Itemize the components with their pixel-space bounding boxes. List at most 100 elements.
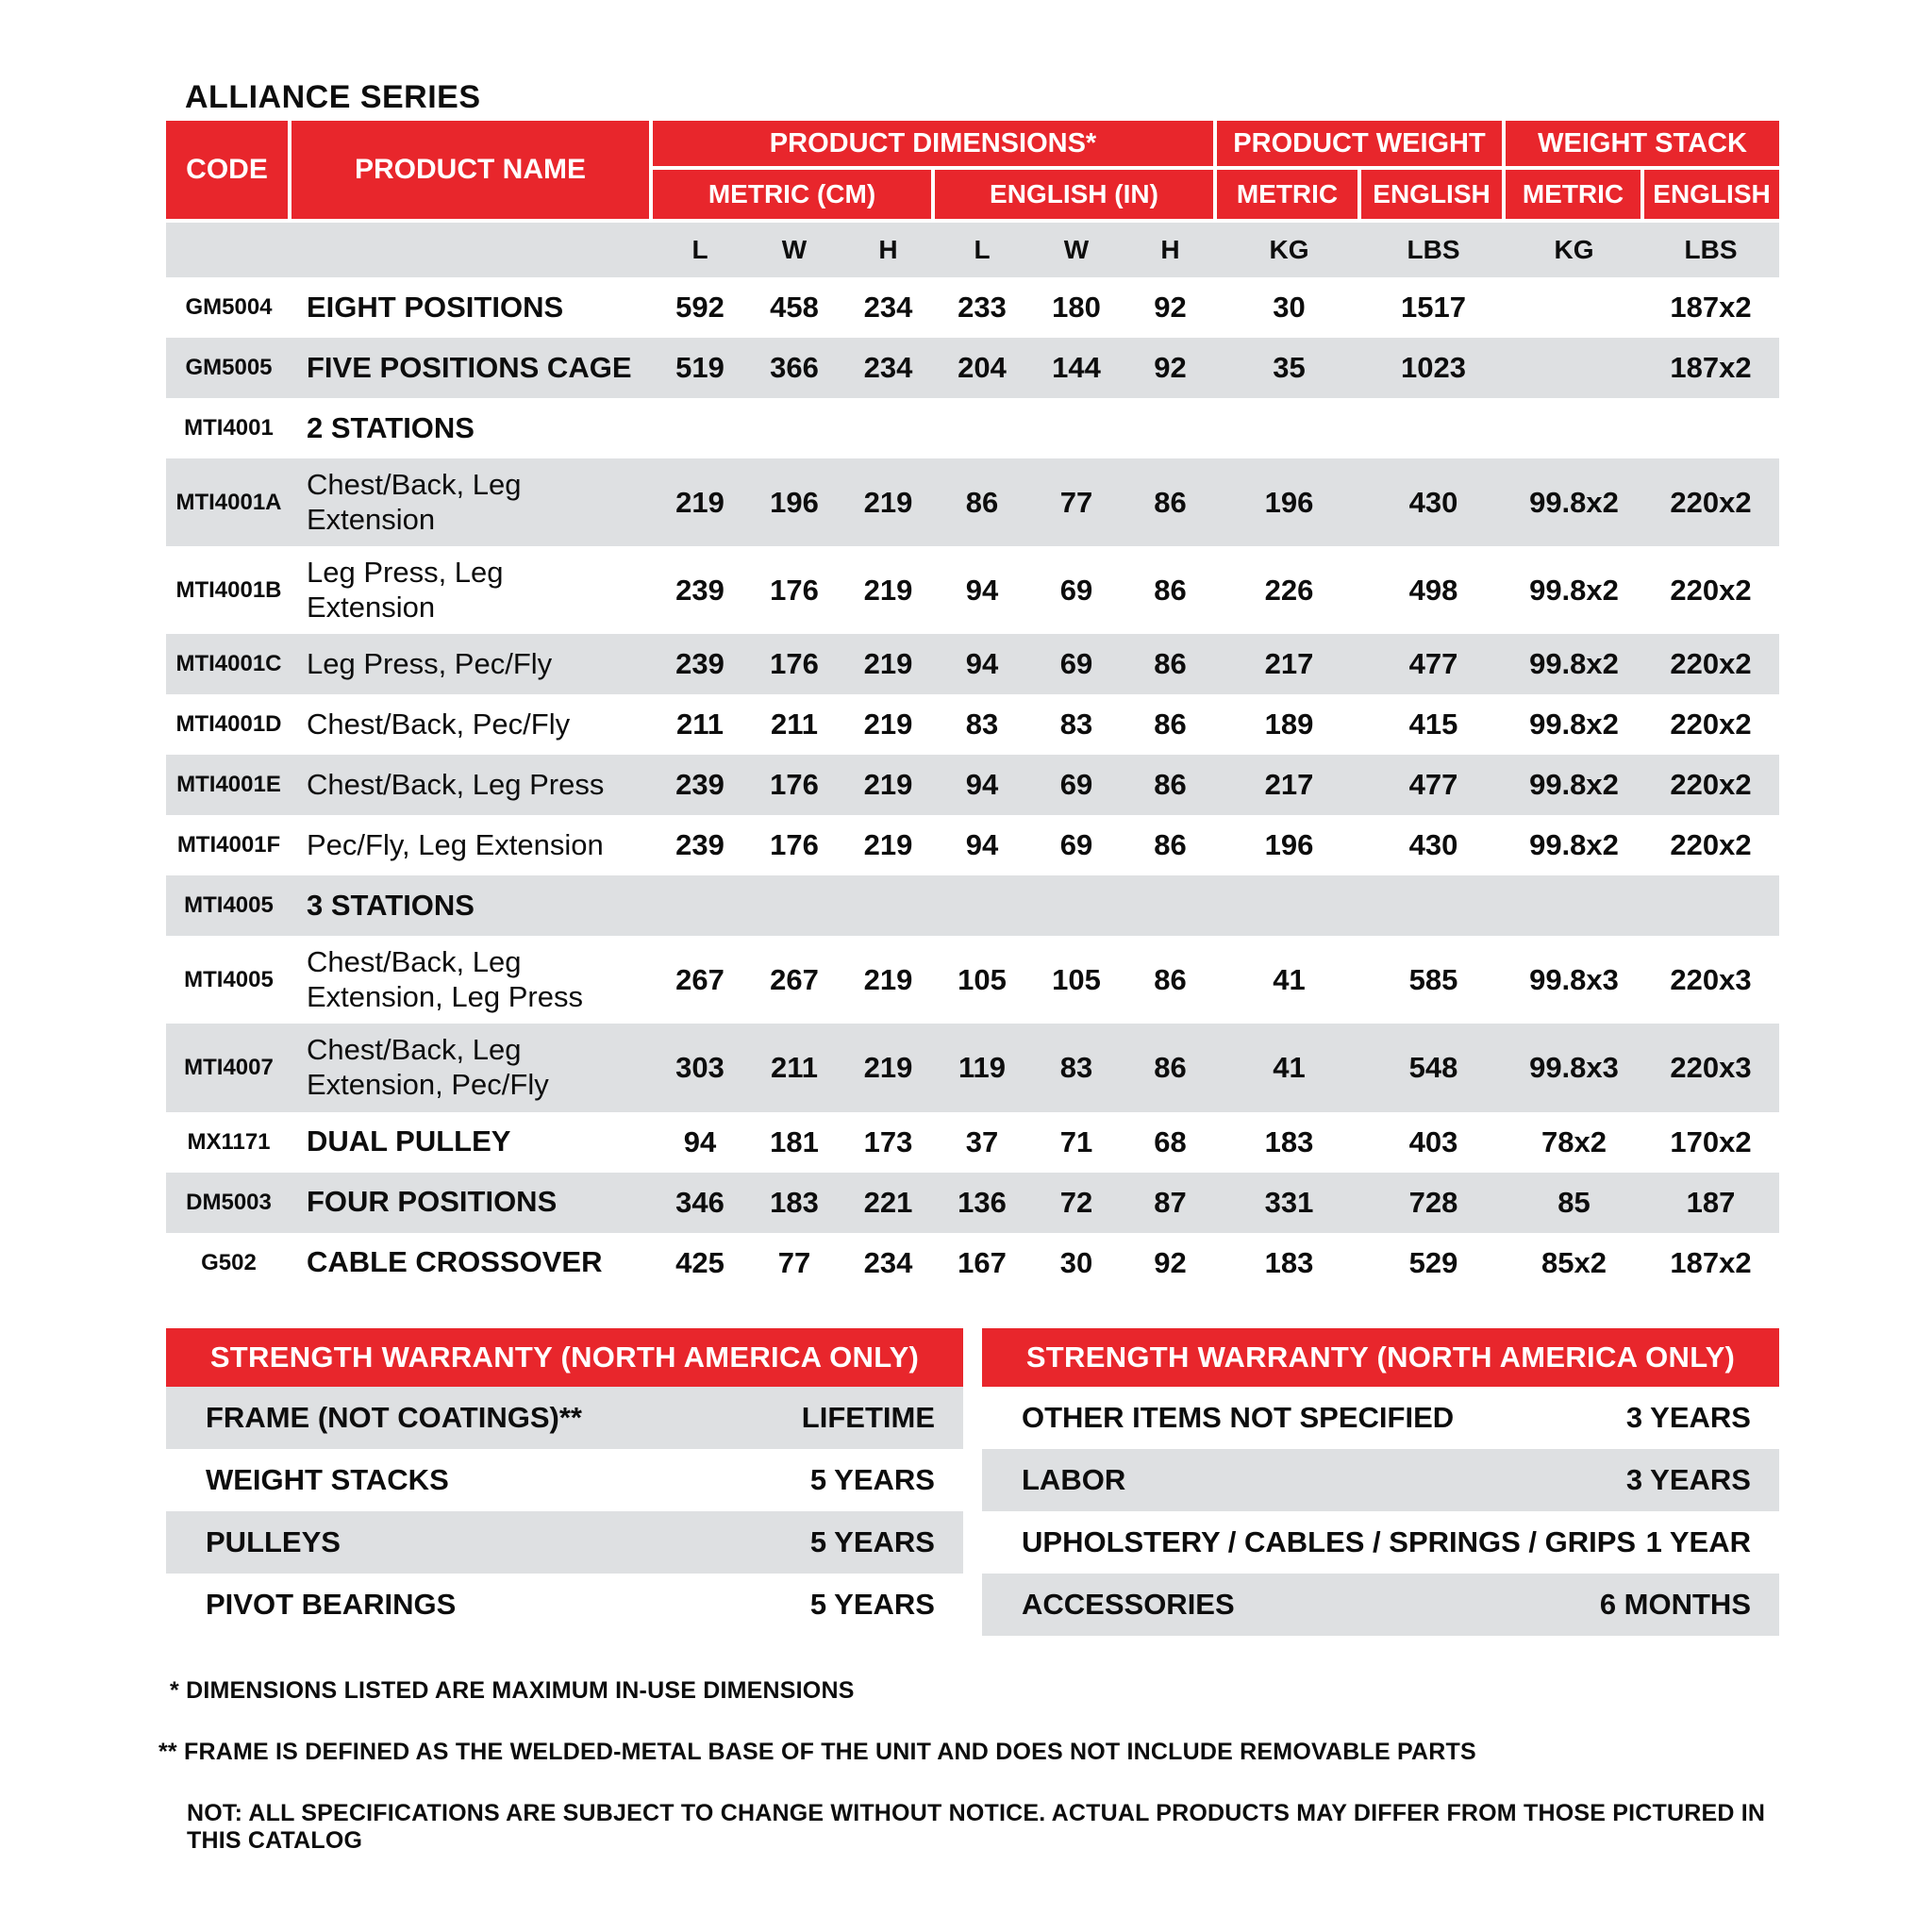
warranty-table-right: STRENGTH WARRANTY (NORTH AMERICA ONLY) O… [982,1328,1779,1636]
row-value-metric-w: 211 [770,1051,818,1085]
header-group-stack-subs: METRIC ENGLISH [1506,170,1779,219]
row-value-english-l: 94 [965,573,999,607]
row-code: MTI4001D [175,711,282,738]
row-value-english-h: 92 [1154,351,1187,384]
row-value-english-l: 83 [965,708,999,741]
row-value-english-h: 92 [1154,1245,1187,1279]
row-value-metric-w: 176 [770,647,819,681]
table-row-gm5005-1: GM5005 FIVE POSITIONS CAGE 519 366 234 204 144… [166,338,1779,398]
row-value-metric-h: 219 [863,1051,913,1085]
warranty-row-pulleys: PULLEYS 5 YEARS [166,1511,963,1574]
table-row-mti4001e-7: MTI4001E Chest/Back, Leg Press 239 176 219 94… [166,755,1779,816]
table-row-mti4001d-6: MTI4001D Chest/Back, Pec/Fly 211 211 219 83 83… [166,694,1779,755]
unit-metric-l: L [691,235,708,264]
row-value-weight-kg: 183 [1264,1245,1314,1279]
row-value-stack-lbs: 220x2 [1670,708,1752,741]
row-product-name: FOUR POSITIONS [307,1185,558,1219]
row-code: MTI4001 [184,415,274,441]
spec-table: CODE PRODUCT NAME PRODUCT DIMENSIONS* ME… [166,121,1779,1293]
unit-english-l: L [974,235,991,264]
warranty-value: LIFETIME [801,1401,935,1434]
row-value-weight-kg: 196 [1264,485,1314,519]
row-value-english-l: 105 [958,962,1007,996]
header-metric-cm: METRIC (CM) [653,170,935,219]
row-value-weight-lbs: 477 [1408,647,1458,681]
footnote-frame: ** FRAME IS DEFINED AS THE WELDED-METAL … [158,1739,1476,1765]
row-product-name: EIGHT POSITIONS [307,290,564,324]
row-code: MTI4001E [176,772,281,798]
warranty-label: WEIGHT STACKS [206,1463,449,1496]
row-value-stack-lbs: 187x2 [1670,291,1752,324]
row-value-metric-l: 211 [675,708,724,741]
row-value-metric-w: 183 [770,1185,819,1219]
row-value-metric-w: 211 [770,708,818,741]
row-value-weight-lbs: 415 [1408,708,1458,741]
row-code: MX1171 [187,1128,271,1155]
table-row-mx1171-12: MX1171 DUAL PULLEY 94 181 173 37 71 68 183 403 78x… [166,1112,1779,1173]
row-value-english-w: 71 [1059,1124,1093,1158]
row-value-metric-l: 94 [683,1124,717,1158]
row-value-metric-h: 234 [863,291,913,324]
row-value-weight-lbs: 403 [1408,1124,1458,1158]
row-code: MTI4007 [184,1055,274,1081]
row-value-english-l: 94 [965,828,999,862]
footnote-dimensions: * DIMENSIONS LISTED ARE MAXIMUM IN-USE D… [170,1677,855,1704]
row-code: DM5003 [186,1189,272,1215]
row-value-weight-lbs: 430 [1408,828,1458,862]
warranty-value: 3 YEARS [1625,1401,1751,1434]
header-group-stack: WEIGHT STACK METRIC ENGLISH [1506,121,1779,219]
table-row-mti4001a-3: MTI4001A Chest/Back, Leg Extension 219 196 2… [166,458,1779,547]
row-value-stack-lbs: 187 [1686,1185,1736,1219]
warranty-value: 6 MONTHS [1599,1588,1751,1621]
warranty-label: ACCESSORIES [1022,1588,1235,1621]
warranty-label: PIVOT BEARINGS [206,1588,457,1621]
row-product-name: Chest/Back, Leg Extension, Pec/Fly [307,1033,549,1102]
row-value-weight-lbs: 548 [1408,1051,1458,1085]
row-value-metric-w: 77 [777,1245,811,1279]
row-product-name: Chest/Back, Pec/Fly [307,708,571,741]
row-value-stack-kg: 99.8x3 [1529,962,1619,996]
row-value-metric-h: 219 [863,828,913,862]
row-value-weight-kg: 226 [1264,573,1314,607]
table-row-mti4001c-5: MTI4001C Leg Press, Pec/Fly 239 176 219 94 69 8… [166,634,1779,695]
row-value-weight-kg: 41 [1273,962,1306,996]
warranty-label: OTHER ITEMS NOT SPECIFIED [1022,1401,1455,1434]
unit-weight-kg: KG [1269,235,1309,264]
row-value-english-l: 119 [958,1051,1006,1085]
row-value-metric-l: 425 [675,1245,724,1279]
row-value-english-h: 86 [1154,1051,1187,1085]
row-value-stack-kg: 99.8x2 [1529,708,1619,741]
row-code: MTI4005 [184,892,274,919]
row-value-english-l: 37 [965,1124,999,1158]
row-value-english-w: 83 [1059,1051,1093,1085]
unit-english-w: W [1063,235,1090,264]
row-value-english-l: 94 [965,647,999,681]
row-value-metric-h: 221 [863,1185,913,1219]
row-value-metric-w: 458 [770,291,819,324]
row-product-name: CABLE CROSSOVER [307,1245,603,1279]
row-value-english-w: 77 [1059,485,1093,519]
row-value-metric-w: 176 [770,768,819,802]
row-value-metric-l: 239 [675,647,724,681]
row-value-metric-w: 181 [770,1124,819,1158]
row-value-stack-kg: 78x2 [1541,1124,1607,1158]
warranty-section: STRENGTH WARRANTY (NORTH AMERICA ONLY) F… [166,1328,1779,1636]
row-value-english-w: 105 [1052,962,1101,996]
row-code: GM5005 [185,355,273,380]
row-value-english-h: 87 [1154,1185,1187,1219]
row-value-english-l: 94 [965,768,999,802]
header-weight-metric: METRIC [1217,170,1361,219]
row-value-metric-w: 196 [770,485,819,519]
row-value-stack-lbs: 220x2 [1670,828,1752,862]
warranty-row-pivot-bearings: PIVOT BEARINGS 5 YEARS [166,1574,963,1636]
row-value-stack-lbs: 170x2 [1670,1124,1752,1158]
row-value-metric-h: 219 [863,962,913,996]
row-value-english-h: 68 [1154,1124,1187,1158]
row-value-metric-l: 303 [675,1051,724,1085]
row-value-stack-kg: 99.8x3 [1529,1051,1619,1085]
row-value-english-h: 86 [1154,828,1187,862]
row-value-metric-l: 267 [675,962,724,996]
table-row-mti4005-10: MTI4005 Chest/Back, Leg Extension, Leg Pr… [166,936,1779,1024]
table-row-dm5003-13: DM5003 FOUR POSITIONS 346 183 221 136 72 87 331 7… [166,1172,1779,1233]
